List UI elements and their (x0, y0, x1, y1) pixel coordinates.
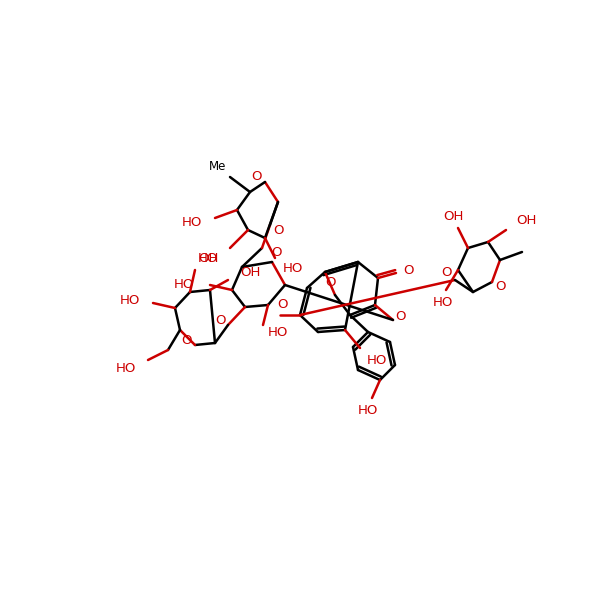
Text: O: O (273, 223, 283, 236)
Text: HO: HO (197, 251, 218, 265)
Text: HO: HO (358, 403, 378, 416)
Text: O: O (396, 311, 406, 323)
Text: HO: HO (367, 353, 388, 367)
Text: O: O (182, 334, 192, 346)
Text: HO: HO (433, 295, 453, 308)
Text: O: O (277, 298, 287, 311)
Text: HO: HO (182, 215, 202, 229)
Text: HO: HO (119, 293, 140, 307)
Text: OH: OH (443, 209, 463, 223)
Text: HO: HO (268, 326, 288, 340)
Text: OH: OH (240, 265, 260, 278)
Text: HO: HO (283, 262, 304, 275)
Text: O: O (495, 280, 505, 293)
Text: O: O (325, 277, 335, 289)
Text: HO: HO (116, 361, 136, 374)
Text: Me: Me (209, 160, 227, 173)
Text: HO: HO (173, 278, 194, 292)
Text: O: O (403, 263, 413, 277)
Text: O: O (215, 313, 225, 326)
Text: OH: OH (516, 214, 536, 226)
Text: O: O (442, 265, 452, 278)
Text: OH: OH (198, 251, 218, 265)
Text: O: O (252, 170, 262, 184)
Text: O: O (272, 245, 282, 259)
